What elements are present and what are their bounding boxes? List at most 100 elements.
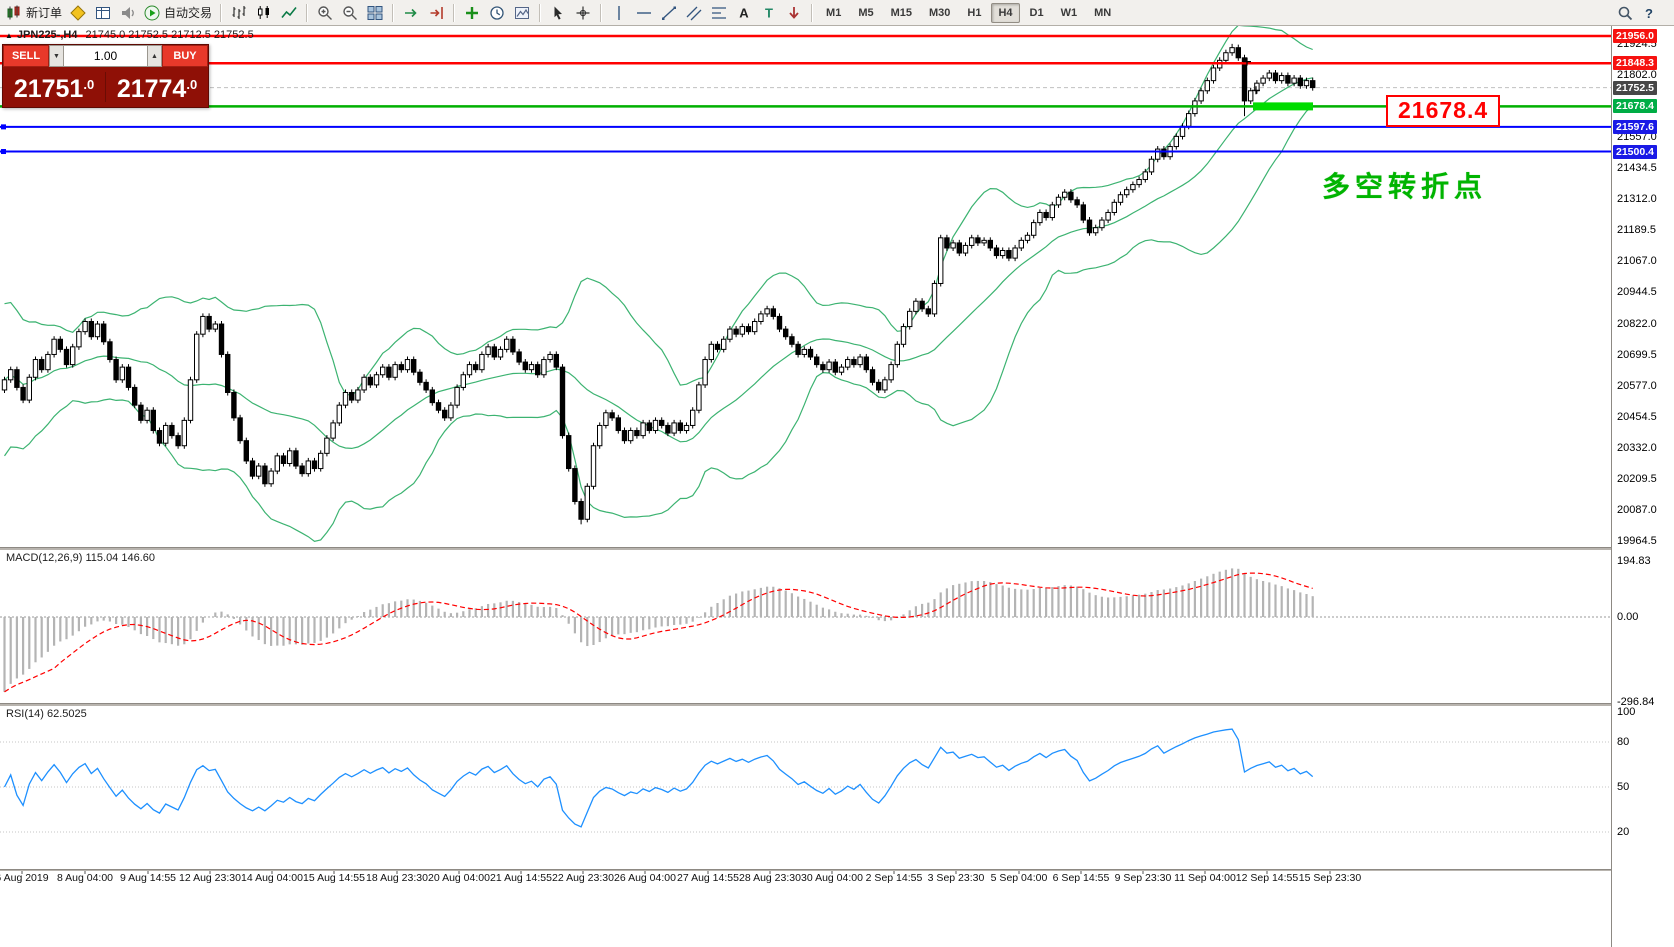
price-tick: 21189.5 — [1617, 224, 1656, 237]
chart-shift-button[interactable] — [424, 2, 448, 24]
plus-marker[interactable] — [1252, 86, 1260, 95]
arrows-button[interactable] — [782, 2, 806, 24]
toolbar-separator — [539, 3, 542, 22]
price-tick: 20087.0 — [1617, 503, 1657, 516]
price-tick: 20454.5 — [1617, 410, 1657, 423]
search-button[interactable] — [1613, 2, 1637, 24]
plus-marker[interactable] — [1243, 57, 1251, 66]
zoom-in-button[interactable] — [313, 2, 337, 24]
zoom-out-button[interactable] — [338, 2, 362, 24]
toolbar-separator — [453, 3, 456, 22]
rsi-axis-value: 50 — [1617, 781, 1630, 793]
macd-layer — [0, 568, 1612, 693]
fibonacci-button[interactable] — [707, 2, 731, 24]
price-marker: 21597.6 — [1613, 119, 1657, 134]
profiles-button[interactable] — [66, 2, 90, 24]
trade-panel-prices: 21751 .0 21774 .0 — [3, 67, 208, 107]
buy-price-frac: .0 — [186, 77, 198, 92]
time-axis[interactable]: 6 Aug 2019 8 Aug 04:00 9 Aug 14:55 12 Aug 2… — [0, 872, 1612, 888]
time-axis-label: 12 Sep 14:55 — [1235, 872, 1299, 884]
sell-price[interactable]: 21751 .0 — [3, 72, 105, 102]
price-tick: 21802.0 — [1617, 69, 1657, 82]
timeframe-mn[interactable]: MN — [1087, 3, 1118, 23]
bar-chart-icon — [232, 5, 246, 19]
price-tick: 20944.5 — [1617, 286, 1657, 299]
trendline-button[interactable] — [657, 2, 681, 24]
price-tick: 20209.5 — [1617, 472, 1657, 485]
autotrading-button-label: 自动交易 — [164, 6, 213, 20]
time-axis-label: 15 Aug 14:55 — [303, 872, 365, 884]
price-tick: 20332.0 — [1617, 441, 1657, 454]
main-toolbar: 新订单 自动交易 A T M1 M5 M15 M30 H1 H4 D1 W1 MN? — [0, 0, 1674, 26]
time-axis-label: 14 Aug 04:00 — [241, 872, 303, 884]
price-callout-label[interactable]: 21678.4 — [1386, 95, 1501, 127]
help-button[interactable]: ? — [1637, 2, 1661, 24]
timeframe-m1[interactable]: M1 — [819, 3, 848, 23]
price-marker: 21956.0 — [1613, 29, 1657, 43]
auto-scroll-button[interactable] — [399, 2, 423, 24]
line-chart-button[interactable] — [277, 2, 301, 24]
timeframe-h4[interactable]: H4 — [991, 2, 1020, 23]
macd-label: MACD(12,26,9) 115.04 146.60 — [6, 552, 155, 564]
volume-input[interactable] — [64, 45, 147, 67]
time-axis-label: 20 Aug 04:00 — [428, 872, 490, 884]
price-tick: 21434.5 — [1617, 162, 1657, 175]
hline-handle[interactable] — [1, 124, 6, 130]
volume-increase-button[interactable]: ▲ — [147, 45, 162, 67]
price-tick: 21557.0 — [1617, 131, 1657, 144]
market-watch-button[interactable] — [91, 2, 115, 24]
timeframe-m5[interactable]: M5 — [851, 3, 880, 23]
timeframe-m30[interactable]: M30 — [922, 3, 957, 23]
chart-window-title: ▲ JPN225-,H4 21745.0 21752.5 21712.5 21752… — [5, 29, 254, 41]
price-tick: 19964.5 — [1617, 534, 1657, 547]
indicators-button[interactable] — [460, 2, 484, 24]
rsi-axis-value: 80 — [1617, 736, 1630, 748]
cursor-icon — [554, 6, 563, 20]
hline-handle[interactable] — [1, 149, 6, 155]
text-button[interactable]: A — [732, 2, 756, 24]
price-marker: 21848.3 — [1613, 56, 1657, 71]
vertical-line-button[interactable] — [607, 2, 631, 24]
help-icon: ? — [1645, 6, 1653, 21]
new-order-button-label: 新订单 — [26, 6, 63, 20]
tile-windows-button[interactable] — [363, 2, 387, 24]
bar-chart-button[interactable] — [227, 2, 251, 24]
toolbar-separator — [392, 3, 395, 22]
auto-scroll-icon — [405, 8, 417, 17]
periods-button[interactable] — [485, 2, 509, 24]
candlestick-chart-button[interactable] — [252, 2, 276, 24]
new-order-button[interactable]: 新订单 — [3, 2, 65, 24]
price-tick: 20577.0 — [1617, 379, 1657, 392]
rsi-axis-value: 20 — [1617, 826, 1630, 838]
main-chart-layer — [0, 26, 1612, 542]
one-click-trading-panel: SELL ▼ ▲ BUY 21751 .0 21774 .0 — [2, 44, 209, 108]
time-axis-label: 9 Aug 14:55 — [119, 872, 177, 884]
macd-pane-separator[interactable] — [0, 547, 1674, 550]
timeframe-w1[interactable]: W1 — [1054, 3, 1085, 23]
buy-button[interactable]: BUY — [162, 45, 208, 67]
horizontal-line-button[interactable] — [632, 2, 656, 24]
chart-canvas[interactable] — [0, 25, 1674, 947]
volume-decrease-button[interactable]: ▼ — [49, 45, 64, 67]
timeframe-d1[interactable]: D1 — [1023, 3, 1051, 23]
templates-button[interactable] — [510, 2, 534, 24]
price-axis[interactable]: 21924.5 21802.0 21557.0 21434.5 21312.0 21189… — [1611, 25, 1674, 947]
symbol-period-label: JPN225-,H4 — [16, 29, 78, 41]
text-label-button[interactable]: T — [757, 2, 781, 24]
new-order-icon — [7, 5, 20, 19]
cursor-button[interactable] — [546, 2, 570, 24]
note-text[interactable]: 多空转折点 — [1322, 171, 1488, 202]
zoom-in-icon — [318, 5, 333, 20]
autotrading-button[interactable]: 自动交易 — [141, 2, 215, 24]
timeframe-m15[interactable]: M15 — [884, 3, 919, 23]
rsi-pane-separator[interactable] — [0, 703, 1674, 706]
periods-icon — [490, 5, 504, 20]
equidistant-channel-button[interactable] — [682, 2, 706, 24]
alerts-button[interactable] — [116, 2, 140, 24]
buy-price[interactable]: 21774 .0 — [106, 72, 208, 102]
hline-icon — [637, 11, 652, 14]
green-highlight-segment[interactable] — [1253, 102, 1313, 111]
crosshair-button[interactable] — [571, 2, 595, 24]
sell-button[interactable]: SELL — [3, 45, 49, 67]
timeframe-h1[interactable]: H1 — [960, 3, 988, 23]
